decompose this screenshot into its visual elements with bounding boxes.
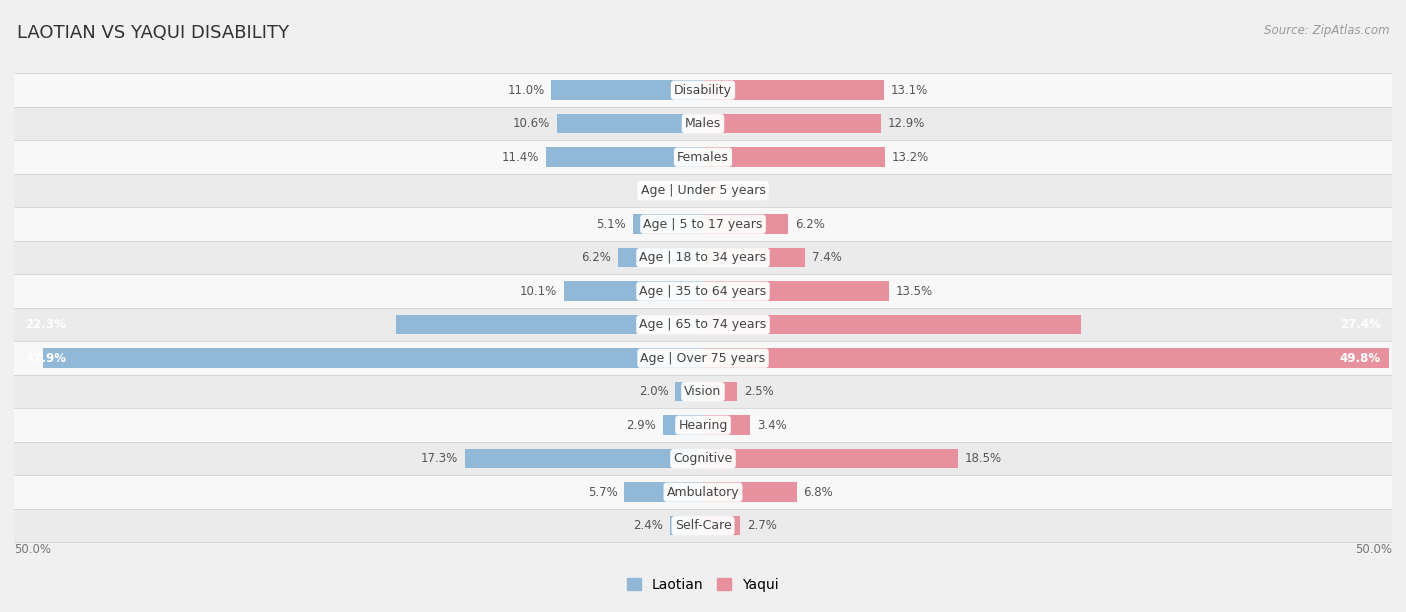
- Text: 18.5%: 18.5%: [965, 452, 1002, 465]
- Bar: [664, 416, 703, 435]
- Bar: [703, 348, 1389, 368]
- Text: 5.7%: 5.7%: [588, 486, 617, 499]
- Bar: [703, 482, 797, 502]
- Bar: [44, 348, 703, 368]
- Bar: [703, 181, 720, 200]
- Text: 5.1%: 5.1%: [596, 218, 626, 231]
- Text: Age | 65 to 74 years: Age | 65 to 74 years: [640, 318, 766, 331]
- Text: Males: Males: [685, 117, 721, 130]
- Text: 22.3%: 22.3%: [25, 318, 66, 331]
- Bar: [14, 73, 1392, 107]
- Text: 12.9%: 12.9%: [887, 117, 925, 130]
- Text: 2.5%: 2.5%: [744, 385, 775, 398]
- Text: Cognitive: Cognitive: [673, 452, 733, 465]
- Bar: [675, 382, 703, 401]
- Text: 2.9%: 2.9%: [626, 419, 657, 431]
- Bar: [703, 80, 883, 100]
- Bar: [14, 308, 1392, 341]
- Bar: [703, 114, 880, 133]
- Legend: Laotian, Yaqui: Laotian, Yaqui: [627, 578, 779, 592]
- Bar: [14, 375, 1392, 408]
- Text: 7.4%: 7.4%: [811, 251, 842, 264]
- Text: 13.5%: 13.5%: [896, 285, 934, 297]
- Text: 49.8%: 49.8%: [1340, 352, 1381, 365]
- Text: 27.4%: 27.4%: [1340, 318, 1381, 331]
- Text: Self-Care: Self-Care: [675, 519, 731, 532]
- Text: Age | 18 to 34 years: Age | 18 to 34 years: [640, 251, 766, 264]
- Text: 11.0%: 11.0%: [508, 84, 544, 97]
- Bar: [564, 282, 703, 301]
- Text: 2.7%: 2.7%: [747, 519, 778, 532]
- Bar: [14, 274, 1392, 308]
- Text: 2.4%: 2.4%: [633, 519, 664, 532]
- Bar: [703, 248, 806, 267]
- Text: Hearing: Hearing: [678, 419, 728, 431]
- Text: 10.6%: 10.6%: [513, 117, 550, 130]
- Bar: [464, 449, 703, 468]
- Bar: [703, 315, 1081, 334]
- Bar: [624, 482, 703, 502]
- Bar: [14, 107, 1392, 140]
- Bar: [703, 214, 789, 234]
- Bar: [546, 147, 703, 167]
- Text: 1.2%: 1.2%: [650, 184, 679, 197]
- Bar: [551, 80, 703, 100]
- Bar: [703, 516, 740, 536]
- Text: Age | 35 to 64 years: Age | 35 to 64 years: [640, 285, 766, 297]
- Bar: [14, 408, 1392, 442]
- Bar: [703, 382, 738, 401]
- Text: LAOTIAN VS YAQUI DISABILITY: LAOTIAN VS YAQUI DISABILITY: [17, 24, 290, 42]
- Text: 11.4%: 11.4%: [502, 151, 538, 163]
- Bar: [703, 416, 749, 435]
- Text: 17.3%: 17.3%: [420, 452, 458, 465]
- Text: 13.2%: 13.2%: [891, 151, 929, 163]
- Text: 47.9%: 47.9%: [25, 352, 66, 365]
- Text: Source: ZipAtlas.com: Source: ZipAtlas.com: [1264, 24, 1389, 37]
- Text: 1.2%: 1.2%: [727, 184, 756, 197]
- Text: Disability: Disability: [673, 84, 733, 97]
- Text: Age | Over 75 years: Age | Over 75 years: [641, 352, 765, 365]
- Bar: [703, 282, 889, 301]
- Bar: [14, 476, 1392, 509]
- Text: 10.1%: 10.1%: [520, 285, 557, 297]
- Text: Age | Under 5 years: Age | Under 5 years: [641, 184, 765, 197]
- Bar: [14, 140, 1392, 174]
- Text: Age | 5 to 17 years: Age | 5 to 17 years: [644, 218, 762, 231]
- Bar: [395, 315, 703, 334]
- Text: 50.0%: 50.0%: [1355, 543, 1392, 556]
- Bar: [686, 181, 703, 200]
- Text: Vision: Vision: [685, 385, 721, 398]
- Text: Ambulatory: Ambulatory: [666, 486, 740, 499]
- Bar: [14, 341, 1392, 375]
- Text: 13.1%: 13.1%: [890, 84, 928, 97]
- Text: 2.0%: 2.0%: [638, 385, 669, 398]
- Text: 6.2%: 6.2%: [581, 251, 610, 264]
- Bar: [669, 516, 703, 536]
- Text: Females: Females: [678, 151, 728, 163]
- Bar: [14, 207, 1392, 241]
- Text: 50.0%: 50.0%: [14, 543, 51, 556]
- Bar: [14, 442, 1392, 476]
- Text: 3.4%: 3.4%: [756, 419, 786, 431]
- Bar: [557, 114, 703, 133]
- Bar: [703, 147, 884, 167]
- Bar: [703, 449, 957, 468]
- Text: 6.2%: 6.2%: [796, 218, 825, 231]
- Bar: [14, 174, 1392, 207]
- Bar: [14, 241, 1392, 274]
- Bar: [14, 509, 1392, 542]
- Bar: [633, 214, 703, 234]
- Bar: [617, 248, 703, 267]
- Text: 6.8%: 6.8%: [804, 486, 834, 499]
